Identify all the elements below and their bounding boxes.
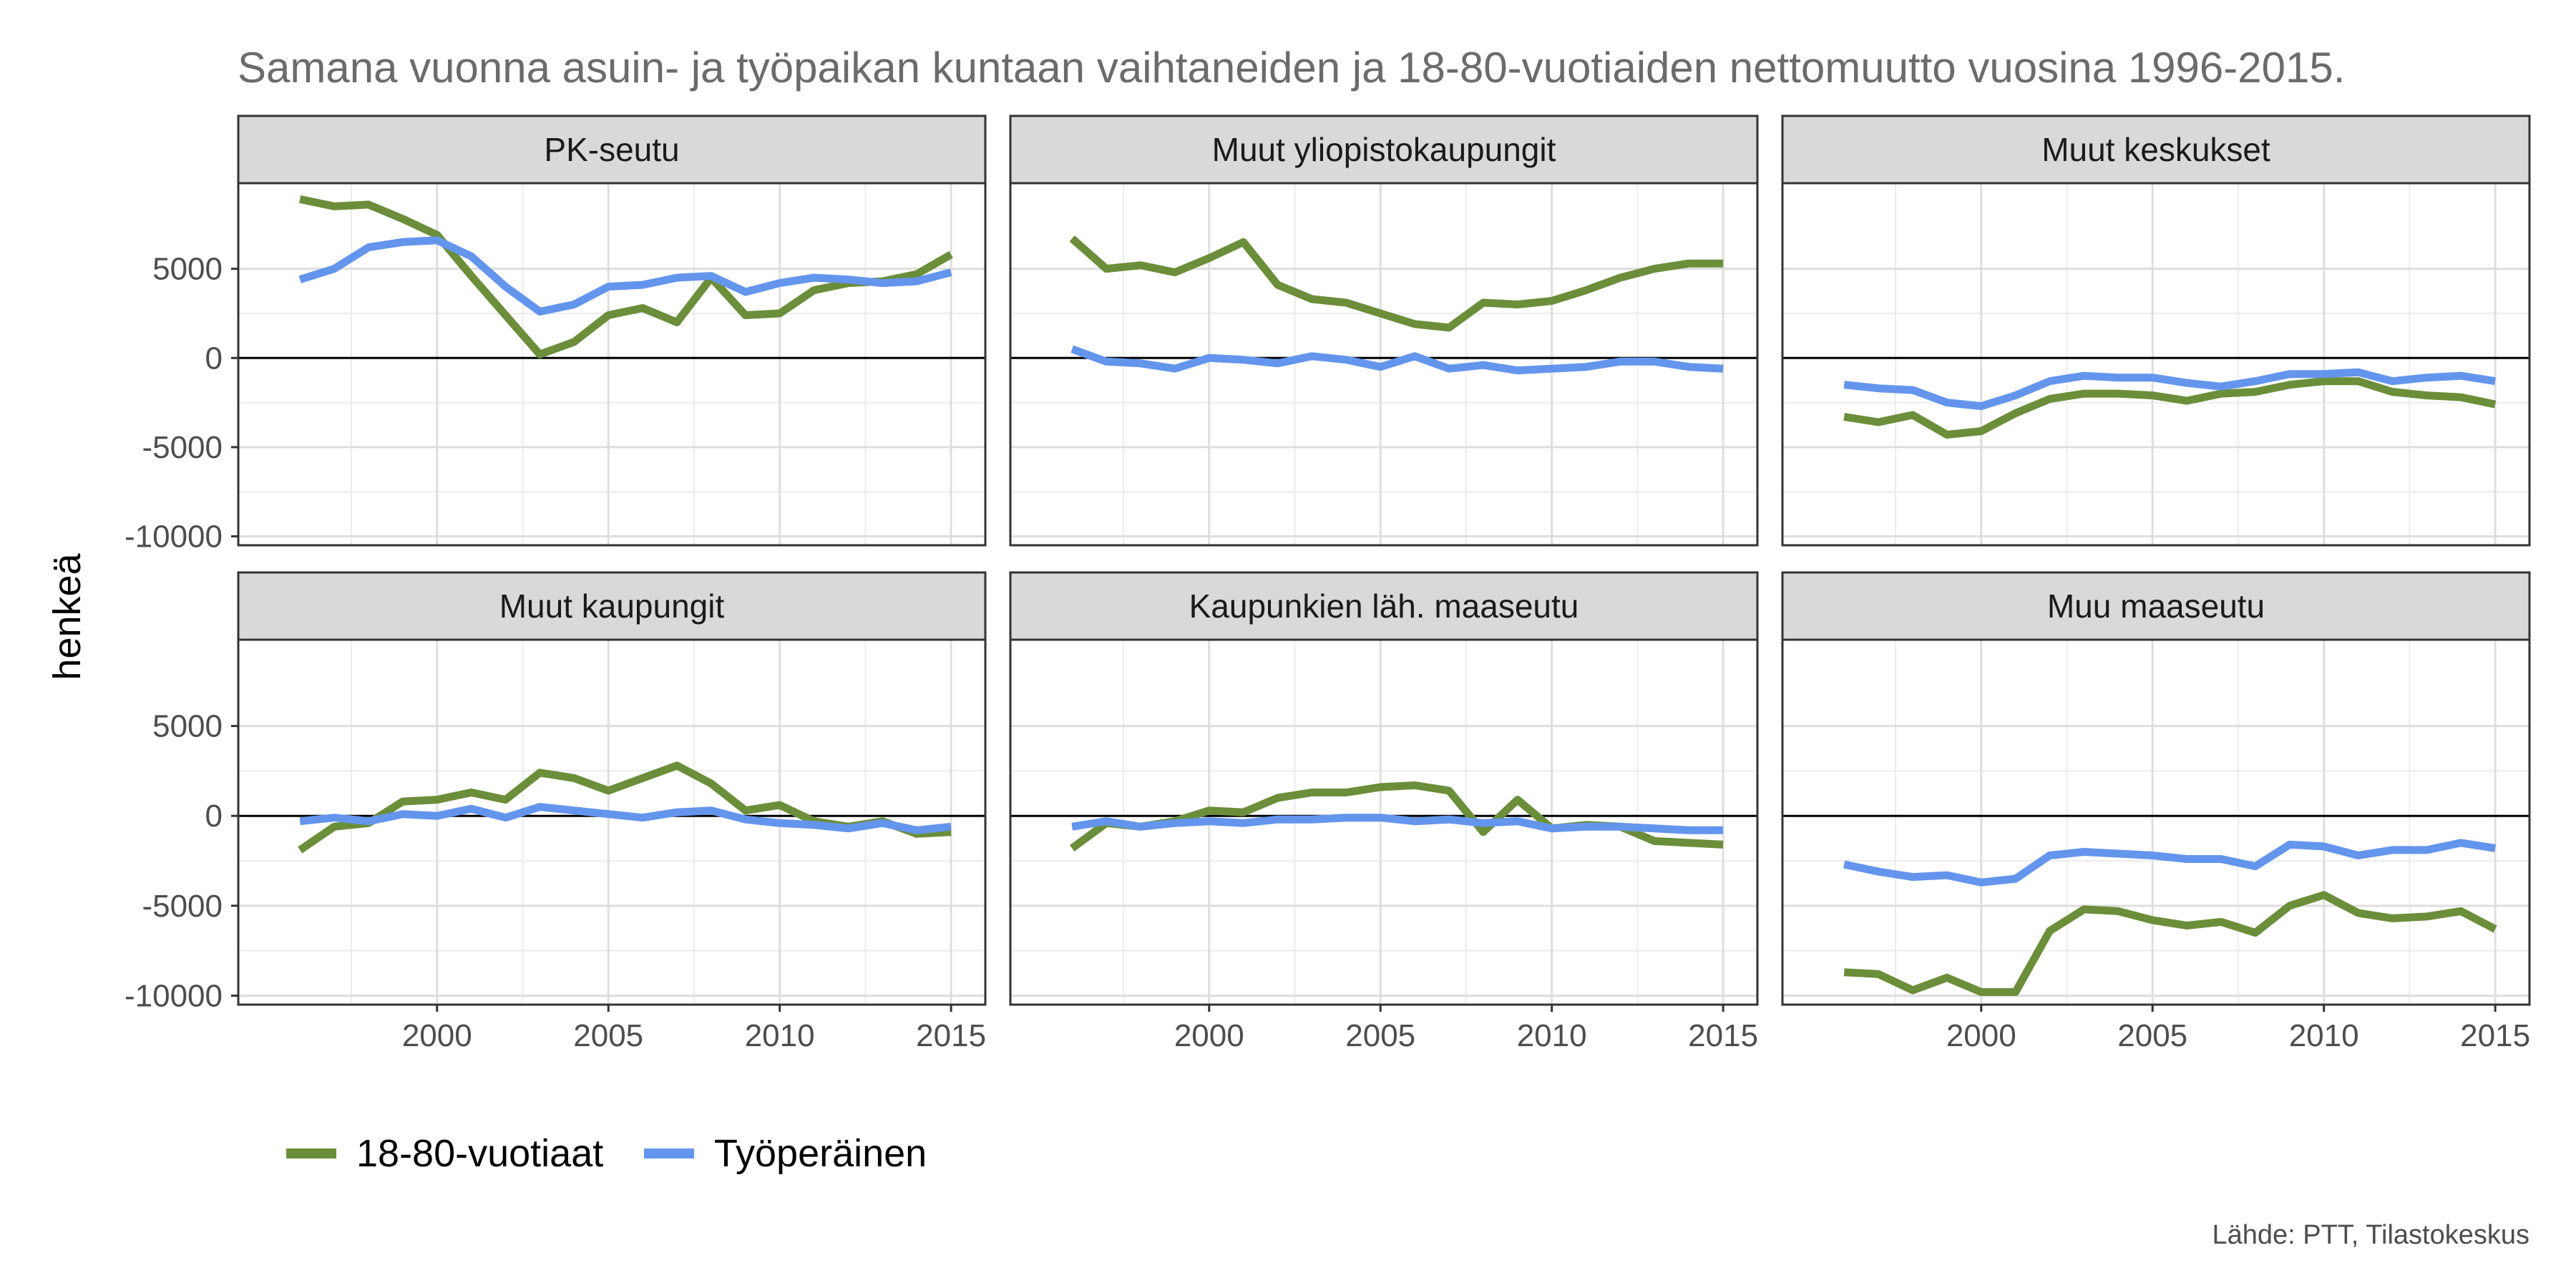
panel-strip-label: Muut kaupungit	[499, 587, 725, 625]
panel-background	[1782, 640, 2529, 1005]
x-tick-label: 2005	[2117, 1018, 2187, 1053]
x-tick-label: 2010	[745, 1018, 815, 1053]
panel-muu-maaseutu: Muu maaseutu 2000 2005 2010 2015	[1781, 571, 2531, 1053]
panel-strip-label: Muu maaseutu	[2047, 587, 2265, 625]
panel-muut-keskukset: Muut keskukset	[1781, 114, 2531, 547]
y-tick-label: 5000	[152, 709, 223, 744]
panel-border	[1009, 638, 1759, 1006]
x-tick-label: 2000	[1946, 1018, 2016, 1053]
panel-kaupunkien-lah-maaseutu: Kaupunkien läh. maaseutu 2000 2005 2010 2015	[1009, 571, 1759, 1053]
panel-strip	[1781, 114, 2531, 185]
panel-border	[1781, 182, 2531, 547]
legend: 18-80-vuotiaat Työperäinen	[286, 1132, 927, 1175]
series-line-tyoperainen	[1070, 345, 1724, 375]
y-tick-label: 0	[205, 799, 223, 834]
panel-border	[1781, 638, 2531, 1006]
panel-strip	[1009, 114, 1759, 185]
x-tick-label: 2005	[573, 1018, 643, 1053]
x-tick-label: 2010	[2289, 1018, 2359, 1053]
x-tick-label: 2000	[1174, 1018, 1244, 1053]
panel-background	[1782, 183, 2529, 545]
panel-strip	[1009, 571, 1759, 641]
x-tick-label: 2015	[916, 1018, 986, 1053]
x-tick-label: 2010	[1517, 1018, 1587, 1053]
series-line-tyoperainen	[298, 236, 952, 316]
panel-strip	[1781, 571, 2531, 641]
panel-border	[1009, 182, 1759, 547]
panel-muut-yliopistokaupungit: Muut yliopistokaupungit	[1009, 114, 1759, 547]
panel-background	[238, 183, 985, 545]
series-line-18-80-vuotiaat	[1843, 377, 2497, 439]
series-line-tyoperainen	[1843, 368, 2496, 411]
panel-muut-kaupungit: Muut kaupungit -10000 -5000 0 5000 2000 2005 20…	[125, 571, 987, 1053]
panel-strip-label: Muut yliopistokaupungit	[1212, 131, 1556, 168]
legend-label-18-80-vuotiaat: 18-80-vuotiaat	[356, 1132, 603, 1175]
x-tick-label: 2005	[1345, 1018, 1415, 1053]
series-line-18-80-vuotiaat	[1069, 235, 1724, 332]
y-tick-label: -10000	[125, 978, 223, 1013]
x-tick-label: 2015	[2460, 1018, 2530, 1053]
panel-strip-label: PK-seutu	[544, 131, 679, 168]
panel-strip	[237, 571, 987, 641]
x-tick-label: 2000	[402, 1018, 472, 1053]
panel-border	[237, 638, 987, 1006]
panel-strip	[237, 114, 987, 185]
y-tick-label: -5000	[142, 889, 223, 924]
x-tick-label: 2015	[1688, 1018, 1758, 1053]
legend-label-tyoperainen: Työperäinen	[714, 1132, 927, 1175]
y-axis-label: henkeä	[46, 552, 89, 680]
series-line-tyoperainen	[1843, 839, 2496, 887]
series-line-tyoperainen	[299, 803, 952, 834]
panel-strip-label: Muut keskukset	[2041, 131, 2270, 168]
panels: PK-seutu -10000 -5000 0 5000 Muut yliopistoka…	[125, 114, 2531, 1053]
y-tick-label: 5000	[152, 252, 223, 287]
series-line-18-80-vuotiaat	[1843, 891, 2497, 996]
y-tick-label: -10000	[125, 519, 223, 555]
y-tick-label: -5000	[142, 430, 223, 465]
chart-caption: Lähde: PTT, Tilastokeskus	[2212, 1220, 2529, 1250]
panel-border	[237, 182, 987, 547]
panel-pk-seutu: PK-seutu -10000 -5000 0 5000	[125, 114, 987, 555]
chart-title: Samana vuonna asuin- ja työpaikan kuntaa…	[238, 44, 2345, 92]
panel-strip-label: Kaupunkien läh. maaseutu	[1189, 587, 1579, 625]
y-tick-label: 0	[205, 341, 223, 376]
series-line-tyoperainen	[1071, 814, 1724, 834]
series-line-18-80-vuotiaat	[299, 195, 953, 358]
